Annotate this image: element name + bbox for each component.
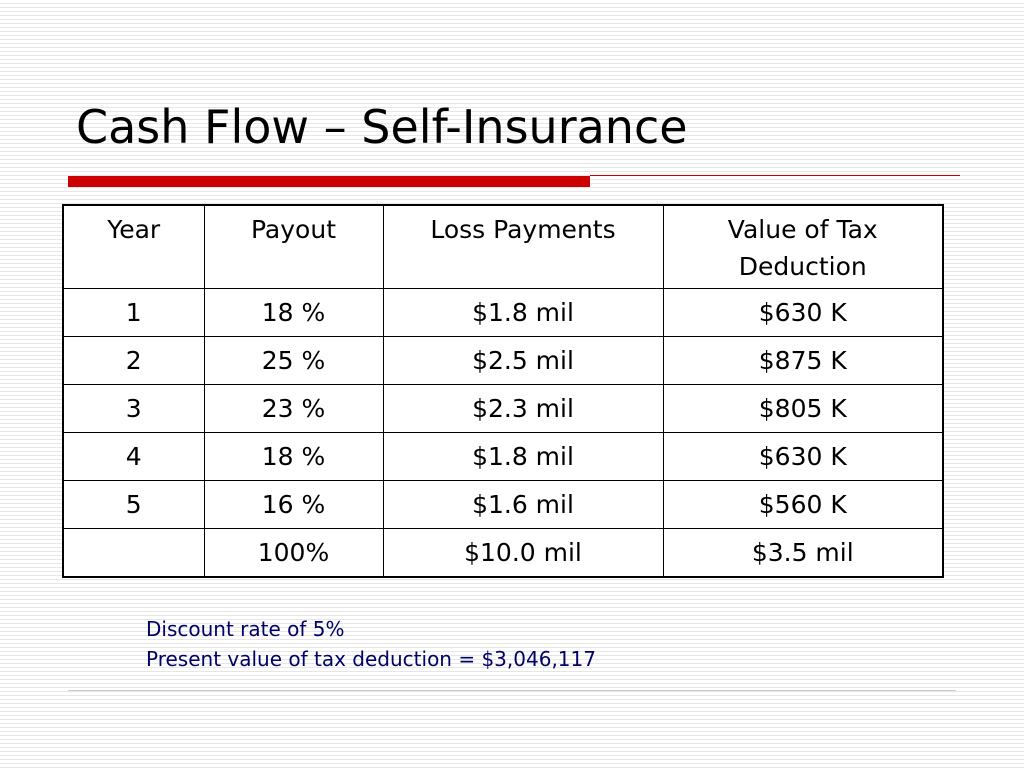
table-total-row: 100% $10.0 mil $3.5 mil — [62, 528, 944, 577]
cell-tax-deduction: $875 K — [662, 336, 944, 385]
note-present-value: Present value of tax deduction = $3,046,… — [146, 647, 596, 671]
cell-loss-payments: $2.5 mil — [382, 336, 664, 385]
cell-year: 1 — [62, 288, 205, 337]
cell-loss-payments-total: $10.0 mil — [382, 528, 664, 577]
cell-payout: 18 % — [203, 432, 384, 481]
table-row: 5 16 % $1.6 mil $560 K — [62, 480, 944, 529]
cash-flow-table-container: Year Payout Loss Payments Value of Tax D… — [62, 204, 944, 578]
header-tax-deduction: Value of Tax Deduction — [662, 204, 944, 289]
cash-flow-table: Year Payout Loss Payments Value of Tax D… — [62, 204, 944, 578]
table-row: 3 23 % $2.3 mil $805 K — [62, 384, 944, 433]
cell-payout: 16 % — [203, 480, 384, 529]
cell-year: 5 — [62, 480, 205, 529]
cell-payout: 25 % — [203, 336, 384, 385]
cell-payout: 23 % — [203, 384, 384, 433]
cell-payout: 18 % — [203, 288, 384, 337]
cell-year: 4 — [62, 432, 205, 481]
header-year: Year — [62, 204, 205, 289]
title-underline-thin — [590, 175, 960, 176]
note-discount-rate: Discount rate of 5% — [146, 617, 345, 641]
cell-loss-payments: $1.8 mil — [382, 288, 664, 337]
cell-loss-payments: $2.3 mil — [382, 384, 664, 433]
table-row: 1 18 % $1.8 mil $630 K — [62, 288, 944, 337]
cell-loss-payments: $1.6 mil — [382, 480, 664, 529]
slide-title: Cash Flow – Self-Insurance — [76, 100, 688, 154]
cell-payout-total: 100% — [203, 528, 384, 577]
cell-tax-deduction: $560 K — [662, 480, 944, 529]
header-payout: Payout — [203, 204, 384, 289]
cell-year: 3 — [62, 384, 205, 433]
cell-tax-deduction-total: $3.5 mil — [662, 528, 944, 577]
cell-year: 2 — [62, 336, 205, 385]
cell-year — [62, 528, 205, 577]
title-underline-accent — [68, 176, 590, 187]
bottom-divider — [68, 690, 956, 691]
header-loss-payments: Loss Payments — [382, 204, 664, 289]
cell-tax-deduction: $630 K — [662, 432, 944, 481]
table-row: 4 18 % $1.8 mil $630 K — [62, 432, 944, 481]
table-header-row: Year Payout Loss Payments Value of Tax D… — [62, 204, 944, 289]
table-row: 2 25 % $2.5 mil $875 K — [62, 336, 944, 385]
cell-tax-deduction: $630 K — [662, 288, 944, 337]
cell-tax-deduction: $805 K — [662, 384, 944, 433]
cell-loss-payments: $1.8 mil — [382, 432, 664, 481]
notes-block: Discount rate of 5% Present value of tax… — [146, 614, 596, 674]
